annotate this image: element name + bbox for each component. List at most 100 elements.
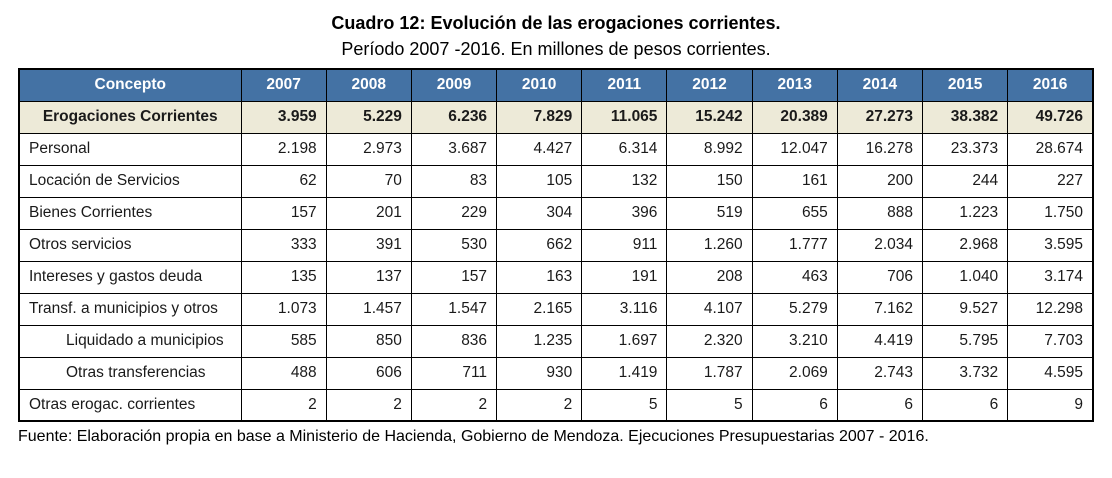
column-header-year: 2016 [1007,68,1094,102]
value-cell: 6 [751,388,838,422]
value-cell: 6 [921,388,1009,422]
value-cell: 391 [325,228,412,262]
value-cell: 463 [751,260,838,294]
table-row: Erogaciones Corrientes 3.959 5.229 6.236 7.8… [18,100,1094,134]
value-cell: 7.162 [836,292,924,326]
table-subtitle: Período 2007 -2016. En millones de pesos… [341,39,771,59]
row-label: Locación de Servicios [18,164,242,198]
value-cell: 5.229 [325,100,412,134]
value-cell: 2.743 [836,356,924,390]
value-cell: 157 [410,260,498,294]
value-cell: 3.116 [581,292,668,326]
row-label: Otros servicios [18,228,242,262]
value-cell: 11.065 [581,100,668,134]
value-cell: 2 [240,388,327,422]
value-cell: 888 [836,196,924,230]
value-cell: 70 [325,164,412,198]
value-cell: 6.314 [581,132,668,166]
value-cell: 49.726 [1007,100,1094,134]
value-cell: 1.040 [921,260,1009,294]
value-cell: 137 [325,260,412,294]
value-cell: 519 [666,196,753,230]
value-cell: 5 [666,388,753,422]
row-label: Erogaciones Corrientes [18,100,242,134]
table-row: Locación de Servicios 62 70 83 105 132 150 161 2… [18,164,1094,198]
value-cell: 333 [240,228,327,262]
row-label: Transf. a municipios y otros [18,292,242,326]
value-cell: 2.968 [921,228,1009,262]
value-cell: 850 [325,324,412,358]
value-cell: 655 [751,196,838,230]
value-cell: 1.419 [581,356,668,390]
value-cell: 606 [325,356,412,390]
value-cell: 2.034 [836,228,924,262]
row-label: Otras erogac. corrientes [18,388,242,422]
value-cell: 3.959 [240,100,327,134]
value-cell: 191 [581,260,668,294]
value-cell: 1.750 [1007,196,1094,230]
value-cell: 16.278 [836,132,924,166]
value-cell: 930 [496,356,583,390]
value-cell: 1.260 [666,228,753,262]
value-cell: 488 [240,356,327,390]
value-cell: 23.373 [921,132,1009,166]
value-cell: 12.047 [751,132,838,166]
table-row: Personal 2.198 2.973 3.687 4.427 6.314 8.992 12… [18,132,1094,166]
value-cell: 585 [240,324,327,358]
table-row: Bienes Corrientes 157 201 229 304 396 519 655 88… [18,196,1094,230]
value-cell: 105 [496,164,583,198]
value-cell: 662 [496,228,583,262]
data-table: Concepto 2007 2008 2009 2010 2011 2012 2013 2014… [18,68,1094,422]
column-header-year: 2007 [240,68,327,102]
value-cell: 20.389 [751,100,838,134]
value-cell: 27.273 [836,100,924,134]
value-cell: 227 [1007,164,1094,198]
value-cell: 163 [496,260,583,294]
value-cell: 9.527 [921,292,1009,326]
value-cell: 1.787 [666,356,753,390]
value-cell: 8.992 [666,132,753,166]
value-cell: 3.732 [921,356,1009,390]
value-cell: 4.595 [1007,356,1094,390]
value-cell: 530 [410,228,498,262]
table-header: Concepto 2007 2008 2009 2010 2011 2012 2013 2014… [18,68,1094,102]
value-cell: 6 [836,388,924,422]
value-cell: 2.198 [240,132,327,166]
value-cell: 38.382 [921,100,1009,134]
value-cell: 3.595 [1007,228,1094,262]
value-cell: 1.547 [410,292,498,326]
value-cell: 1.697 [581,324,668,358]
value-cell: 2.165 [496,292,583,326]
table-row: Intereses y gastos deuda 135 137 157 163 191 2… [18,260,1094,294]
source-note: Fuente: Elaboración propia en base a Min… [18,428,929,445]
column-header-year: 2008 [325,68,412,102]
row-label: Bienes Corrientes [18,196,242,230]
value-cell: 836 [410,324,498,358]
value-cell: 396 [581,196,668,230]
value-cell: 3.174 [1007,260,1094,294]
value-cell: 3.210 [751,324,838,358]
row-label: Intereses y gastos deuda [18,260,242,294]
value-cell: 4.107 [666,292,753,326]
value-cell: 135 [240,260,327,294]
value-cell: 28.674 [1007,132,1094,166]
value-cell: 4.427 [496,132,583,166]
column-header-year: 2009 [410,68,498,102]
value-cell: 161 [751,164,838,198]
column-header-year: 2015 [921,68,1009,102]
value-cell: 229 [410,196,498,230]
row-label: Personal [18,132,242,166]
value-cell: 83 [410,164,498,198]
value-cell: 150 [666,164,753,198]
value-cell: 1.457 [325,292,412,326]
column-header-year: 2012 [666,68,753,102]
value-cell: 3.687 [410,132,498,166]
value-cell: 244 [921,164,1009,198]
value-cell: 5 [581,388,668,422]
value-cell: 1.073 [240,292,327,326]
value-cell: 5.795 [921,324,1009,358]
value-cell: 2.973 [325,132,412,166]
value-cell: 132 [581,164,668,198]
value-cell: 200 [836,164,924,198]
table-row: Otras transferencias 488 606 711 930 1.419 1.7… [18,356,1094,390]
